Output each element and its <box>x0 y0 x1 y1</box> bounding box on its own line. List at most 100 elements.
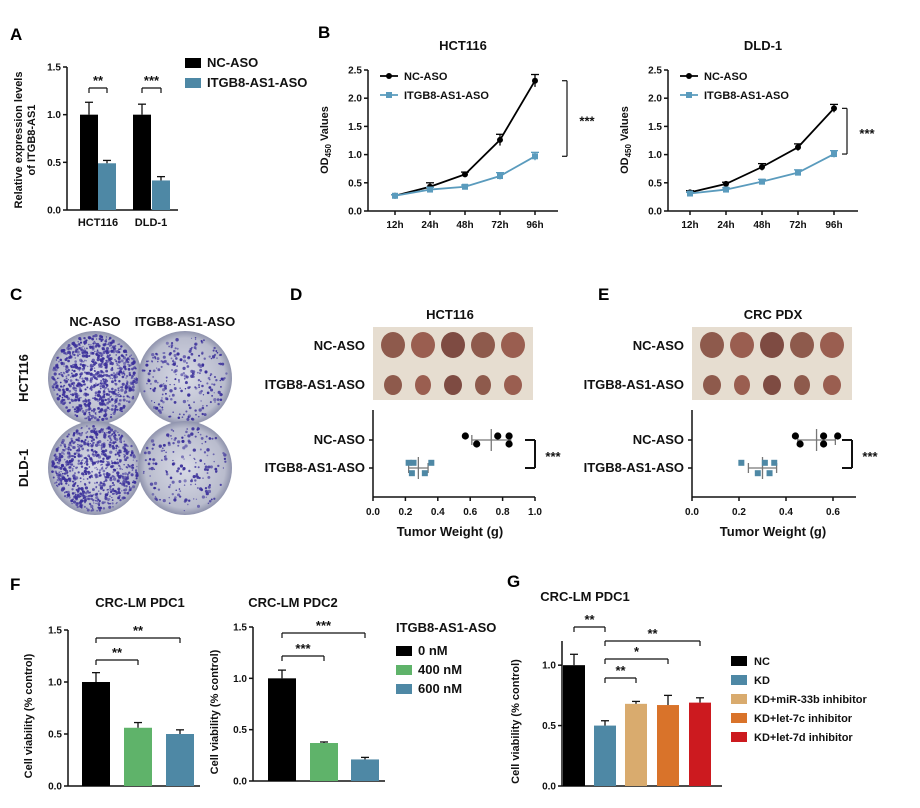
colony <box>84 499 87 502</box>
colony <box>184 388 187 390</box>
colony <box>121 382 125 386</box>
colony <box>90 384 93 387</box>
colony <box>71 406 75 409</box>
colony <box>196 475 200 479</box>
colony <box>197 415 200 418</box>
colony <box>94 473 98 477</box>
colony <box>61 438 65 443</box>
colony <box>119 498 122 502</box>
colony <box>89 503 92 506</box>
colony <box>121 482 125 486</box>
colony <box>65 378 67 380</box>
colony <box>220 377 223 380</box>
colony <box>110 413 112 416</box>
colony <box>180 373 184 377</box>
colony <box>217 464 220 468</box>
colony <box>116 458 119 461</box>
colony <box>88 473 90 475</box>
colony <box>188 499 191 502</box>
colony <box>176 469 179 473</box>
colony <box>77 443 79 446</box>
panel-chart-f2: 0.0 0.5 1.0 1.5 CRC-LM PDC2 Cell viability (%… <box>209 595 496 788</box>
colony <box>99 387 102 390</box>
colony <box>183 458 185 460</box>
significance-label: *** <box>144 73 160 88</box>
colony <box>119 459 122 462</box>
colony <box>152 462 155 465</box>
data-point <box>831 151 837 158</box>
colony <box>76 505 79 509</box>
colony <box>67 477 71 481</box>
colony <box>116 479 120 483</box>
colony <box>65 482 68 485</box>
colony <box>181 436 184 439</box>
colony <box>212 453 215 456</box>
colony <box>91 414 95 419</box>
legend-swatch <box>731 656 747 666</box>
colony <box>117 391 120 394</box>
data-point <box>795 169 801 176</box>
colony <box>119 370 123 374</box>
data-point <box>427 186 433 193</box>
colony <box>72 445 76 450</box>
colony <box>73 342 76 344</box>
colony <box>123 370 125 372</box>
colony <box>75 449 78 452</box>
colony <box>116 393 120 397</box>
colony <box>197 426 199 429</box>
data-point <box>461 432 469 440</box>
colony <box>105 385 109 388</box>
colony <box>77 340 79 343</box>
colony <box>175 373 177 376</box>
colony <box>180 389 183 393</box>
colony <box>89 377 94 381</box>
colony <box>203 357 206 360</box>
colony <box>59 358 63 362</box>
legend-marker <box>386 73 392 79</box>
colony <box>87 454 91 458</box>
legend-label: NC-ASO <box>704 71 748 83</box>
colony <box>176 347 179 350</box>
colony <box>143 451 147 455</box>
colony <box>206 472 209 475</box>
colony <box>92 397 94 400</box>
colony <box>63 384 66 387</box>
colony <box>130 444 133 448</box>
colony <box>74 360 77 363</box>
colony <box>115 434 117 437</box>
colony <box>119 482 122 485</box>
colony <box>71 353 74 356</box>
colony <box>92 450 95 453</box>
colony <box>73 452 77 456</box>
colony <box>69 346 73 350</box>
colony <box>102 378 105 381</box>
colony <box>121 472 125 475</box>
colony <box>170 397 173 401</box>
data-point <box>462 183 468 190</box>
colony <box>54 457 58 462</box>
colony <box>80 439 84 443</box>
colony <box>88 491 91 494</box>
colony <box>192 448 196 452</box>
y-tick-label: 1.5 <box>47 63 61 74</box>
colony <box>205 492 209 496</box>
colony <box>82 490 84 493</box>
colony <box>112 471 115 473</box>
colony <box>182 413 185 416</box>
colony <box>105 427 108 430</box>
colony <box>125 484 128 488</box>
colony <box>119 386 121 388</box>
colony <box>99 364 103 368</box>
tumor <box>790 332 814 358</box>
colony <box>77 471 80 474</box>
colony <box>217 402 220 406</box>
colony <box>116 397 118 399</box>
colony <box>66 496 68 499</box>
colony <box>115 492 118 495</box>
colony <box>82 345 84 348</box>
colony <box>89 336 92 339</box>
colony <box>206 468 209 472</box>
data-point <box>421 470 428 477</box>
colony <box>165 380 168 382</box>
colony <box>63 478 68 482</box>
